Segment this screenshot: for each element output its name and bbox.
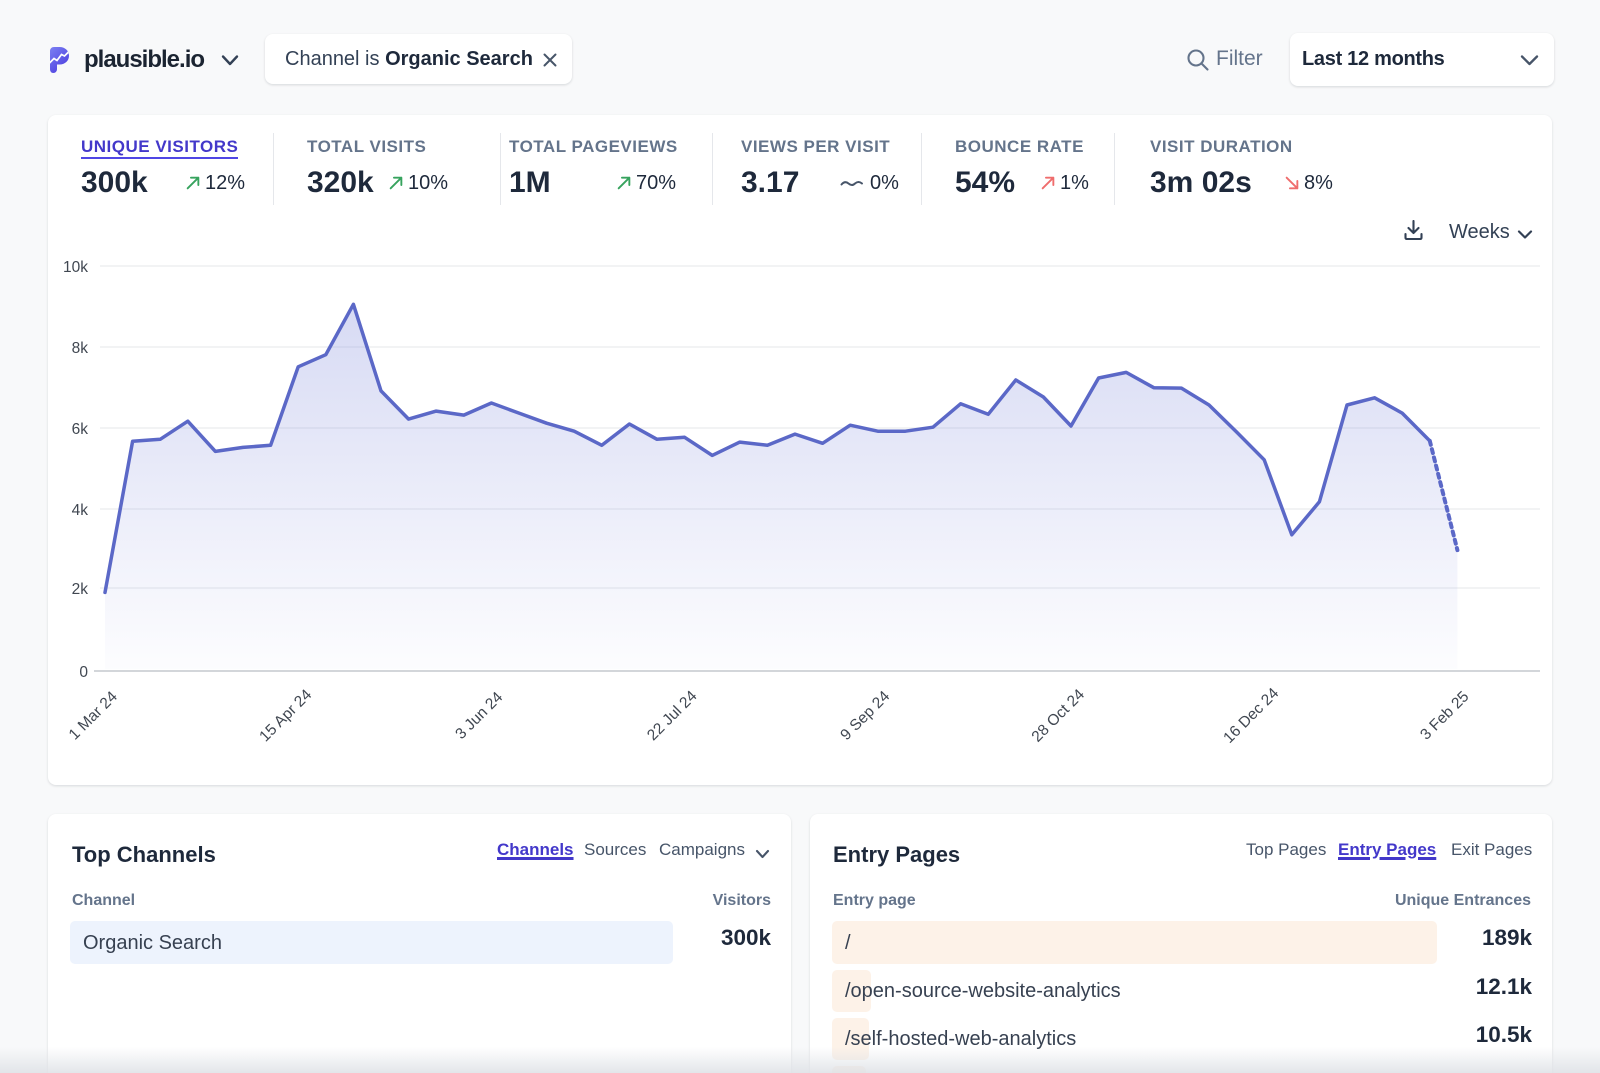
svg-text:10k: 10k xyxy=(63,259,88,276)
svg-text:16 Dec 24: 16 Dec 24 xyxy=(1220,685,1282,747)
svg-text:6k: 6k xyxy=(72,421,89,438)
svg-text:2k: 2k xyxy=(72,581,89,598)
svg-text:15 Apr 24: 15 Apr 24 xyxy=(256,686,315,745)
svg-text:4k: 4k xyxy=(72,502,89,519)
svg-text:9 Sep 24: 9 Sep 24 xyxy=(837,688,893,744)
svg-text:3 Feb 25: 3 Feb 25 xyxy=(1417,688,1472,743)
svg-text:28 Oct 24: 28 Oct 24 xyxy=(1029,686,1089,746)
svg-text:8k: 8k xyxy=(72,340,89,357)
svg-text:3 Jun 24: 3 Jun 24 xyxy=(452,689,506,743)
svg-text:22 Jul 24: 22 Jul 24 xyxy=(644,687,701,744)
svg-text:1 Mar 24: 1 Mar 24 xyxy=(66,688,122,744)
svg-text:0: 0 xyxy=(79,664,88,681)
